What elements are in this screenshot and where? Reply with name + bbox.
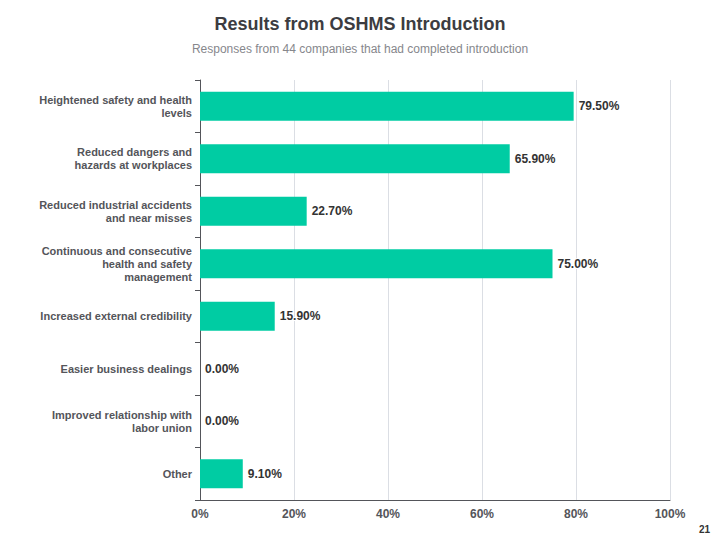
svg-text:levels: levels bbox=[161, 107, 192, 119]
svg-text:0.00%: 0.00% bbox=[205, 362, 239, 376]
svg-text:hazards at workplaces: hazards at workplaces bbox=[75, 159, 192, 171]
svg-text:Reduced industrial accidents: Reduced industrial accidents bbox=[39, 199, 192, 211]
svg-text:15.90%: 15.90% bbox=[280, 309, 321, 323]
svg-text:management: management bbox=[124, 271, 192, 283]
svg-text:health and safety: health and safety bbox=[102, 258, 193, 270]
svg-text:Increased external credibility: Increased external credibility bbox=[40, 310, 193, 322]
svg-text:Results from OSHMS Introductio: Results from OSHMS Introduction bbox=[214, 14, 505, 34]
svg-text:100%: 100% bbox=[655, 507, 686, 521]
svg-text:Heightened safety and health: Heightened safety and health bbox=[39, 94, 192, 106]
svg-text:9.10%: 9.10% bbox=[248, 467, 282, 481]
svg-text:40%: 40% bbox=[376, 507, 400, 521]
svg-text:65.90%: 65.90% bbox=[515, 152, 556, 166]
svg-text:labor union: labor union bbox=[132, 422, 192, 434]
svg-text:22.70%: 22.70% bbox=[312, 204, 353, 218]
svg-text:Other: Other bbox=[163, 468, 193, 480]
svg-text:75.00%: 75.00% bbox=[558, 257, 599, 271]
svg-text:79.50%: 79.50% bbox=[579, 99, 620, 113]
svg-text:Easier business dealings: Easier business dealings bbox=[61, 363, 192, 375]
svg-text:80%: 80% bbox=[564, 507, 588, 521]
svg-text:Responses from 44 companies th: Responses from 44 companies that had com… bbox=[192, 42, 528, 56]
svg-text:Continuous and consecutive: Continuous and consecutive bbox=[42, 245, 192, 257]
svg-text:60%: 60% bbox=[470, 507, 494, 521]
svg-text:Reduced dangers and: Reduced dangers and bbox=[77, 146, 192, 158]
svg-text:Improved relationship with: Improved relationship with bbox=[52, 409, 192, 421]
svg-text:20%: 20% bbox=[282, 507, 306, 521]
svg-text:0.00%: 0.00% bbox=[205, 414, 239, 428]
svg-text:and near misses: and near misses bbox=[106, 212, 192, 224]
svg-text:21: 21 bbox=[699, 524, 711, 535]
svg-text:0%: 0% bbox=[191, 507, 209, 521]
